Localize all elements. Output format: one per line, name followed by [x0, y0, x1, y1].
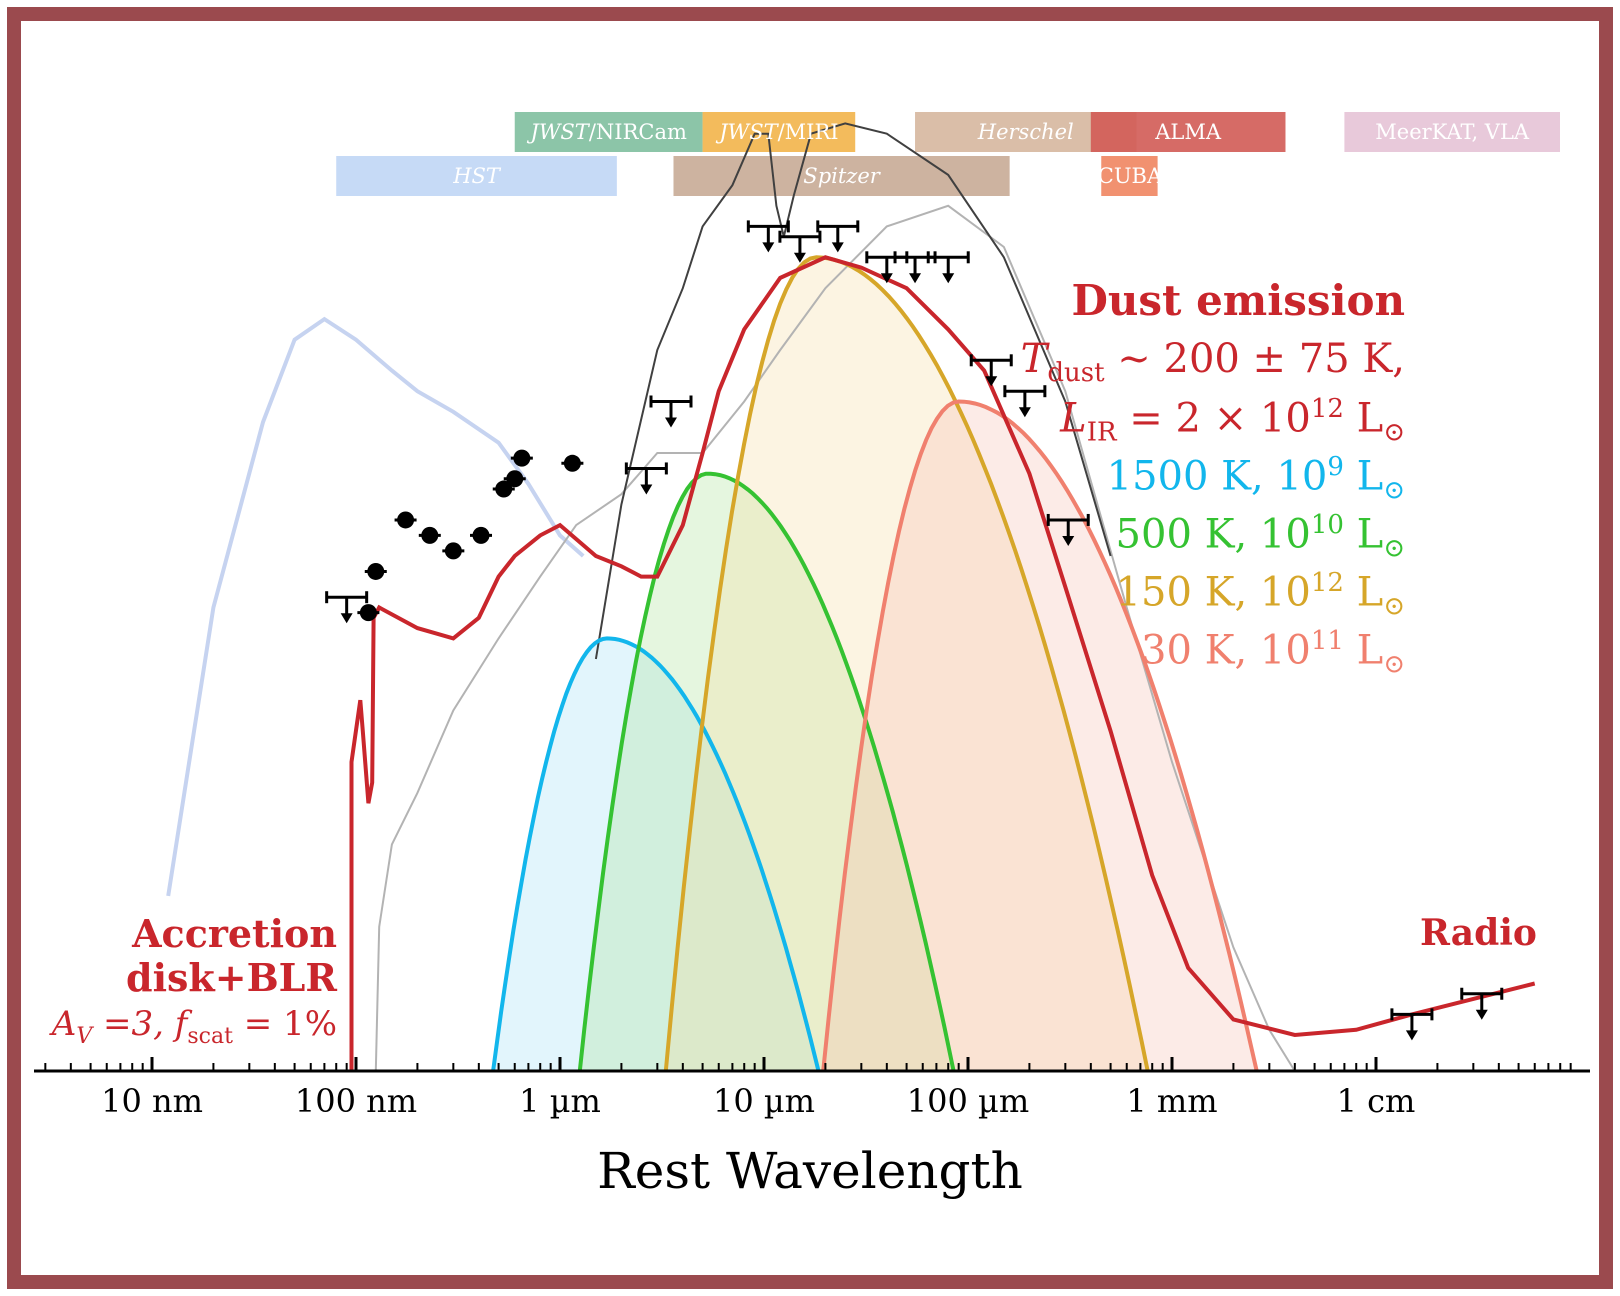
phot-point-7	[506, 470, 524, 488]
radio-label: Radio	[1420, 912, 1537, 954]
x-tick-label-0: 10 nm	[101, 1082, 203, 1120]
phot-point-1	[367, 562, 385, 580]
dust-component-curves	[491, 255, 1259, 1072]
component-label-0: 1500 K, 109 L⊙	[1106, 452, 1405, 506]
component-fill-0	[493, 638, 819, 1071]
lir-label: LIR = 2 × 1012 L⊙	[1060, 394, 1405, 447]
tdust-label: Tdust ∼ 200 ± 75 K,	[1021, 336, 1405, 388]
dust-emission-title: Dust emission	[1071, 276, 1405, 325]
component-curve-1	[577, 471, 956, 1072]
photometry	[325, 220, 1504, 1041]
band-4	[1344, 112, 1560, 152]
x-tick-label-5: 1 mm	[1126, 1082, 1218, 1120]
lir-value: = 2 × 10	[1116, 395, 1311, 442]
x-axis-title: Rest Wavelength	[597, 1142, 1023, 1200]
phot-point-8	[513, 449, 531, 467]
phot-point-6	[495, 480, 513, 498]
ul-arrow-8	[942, 273, 955, 284]
band-label-3: ALMA	[1155, 120, 1222, 144]
component-label-1: 500 K, 1010 L⊙	[1115, 510, 1405, 564]
phot-point-2	[397, 511, 415, 529]
lir-subscript: IR	[1086, 417, 1117, 448]
phot-point-9	[563, 454, 581, 472]
x-tick-label-6: 1 cm	[1336, 1082, 1416, 1120]
av-symbol: A	[51, 1004, 77, 1044]
agn_template-line	[594, 122, 1112, 660]
ul-arrow-0	[340, 613, 353, 624]
band-7	[1101, 156, 1158, 196]
ul-arrow-6	[880, 273, 893, 284]
band-3	[1090, 112, 1286, 152]
phot-point-0	[359, 604, 377, 622]
band-1	[702, 112, 856, 152]
accretion-line2: disk+BLR	[126, 955, 337, 1000]
ul-arrow-10	[1018, 407, 1031, 418]
band-0	[514, 112, 703, 152]
dust-component-fills	[493, 257, 1257, 1071]
quasar_template-line	[166, 316, 585, 897]
component-curve-2	[663, 255, 1150, 1072]
fscat-symbol: f	[174, 1004, 188, 1044]
tdust-symbol: T	[1020, 336, 1048, 382]
ul-arrow-5	[831, 242, 844, 253]
ul-arrow-11	[1062, 535, 1075, 546]
component-label-3: 30 K, 1011 L⊙	[1141, 626, 1405, 680]
component-label-2: 150 K, 1012 L⊙	[1115, 568, 1405, 622]
band-label-2: Herschel	[977, 120, 1074, 144]
lir-exponent: 12	[1310, 394, 1344, 424]
instrument-bands	[336, 112, 1560, 196]
x-tick-label-2: 1 µm	[519, 1082, 601, 1120]
fscat-value: = 1%	[232, 1004, 337, 1044]
ul-arrow-3	[762, 242, 775, 253]
component-curve-0	[491, 636, 821, 1072]
fscat-subscript: scat	[187, 1023, 233, 1049]
ul-arrow-2	[664, 417, 677, 428]
ul-arrow-7	[909, 273, 922, 284]
x-tick-label-3: 10 µm	[712, 1082, 816, 1120]
band-label-6: Spitzer	[803, 164, 880, 188]
sun-icon: ⊙	[1383, 475, 1405, 506]
tdust-subscript: dust	[1047, 358, 1105, 388]
av-value: =3,	[92, 1004, 175, 1044]
phot-point-3	[421, 526, 439, 544]
ul-arrow-13	[1475, 1009, 1488, 1020]
sun-icon: ⊙	[1383, 649, 1405, 680]
lir-lsun: L	[1343, 395, 1384, 442]
component-fill-1	[579, 473, 954, 1071]
component-fill-2	[665, 257, 1148, 1071]
band-label-0: JWST/NIRCam	[530, 120, 687, 144]
ul-arrow-1	[640, 484, 653, 495]
accretion-label: Accretion disk+BLR	[126, 912, 337, 1000]
band-label-1: JWST/MIRI	[719, 120, 839, 144]
tdust-value: ∼ 200 ± 75 K,	[1104, 336, 1405, 382]
sun-icon: ⊙	[1383, 417, 1405, 448]
sun-icon: ⊙	[1383, 533, 1405, 564]
component-fill-3	[823, 401, 1257, 1071]
ul-arrow-4	[793, 252, 806, 263]
x-tick-label-4: 100 µm	[906, 1082, 1030, 1120]
accretion-line1: Accretion	[132, 911, 337, 956]
band-5	[336, 156, 617, 196]
ul-arrow-12	[1405, 1030, 1418, 1041]
sun-icon: ⊙	[1383, 591, 1405, 622]
accretion-params: AV =3, fscat = 1%	[52, 1004, 337, 1049]
band-label-5: HST	[453, 164, 500, 188]
lir-symbol: L	[1060, 395, 1087, 442]
x-tick-label-1: 100 nm	[294, 1082, 418, 1120]
x-axis	[34, 1057, 1590, 1073]
av-subscript: V	[76, 1023, 93, 1049]
band-label-7: SCUBA2	[1083, 164, 1176, 188]
band-label-4: MeerKAT, VLA	[1375, 120, 1530, 144]
phot-point-5	[472, 526, 490, 544]
component-curve-3	[821, 399, 1259, 1072]
phot-point-4	[444, 542, 462, 560]
outer-border	[7, 7, 1613, 1289]
ul-arrow-9	[985, 376, 998, 387]
